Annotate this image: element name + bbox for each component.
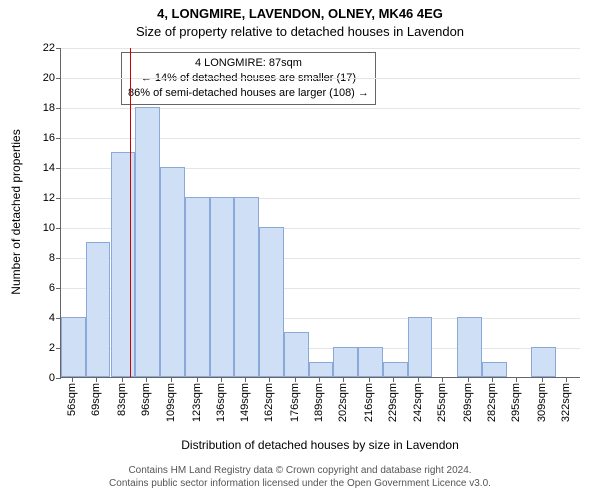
xtick-label: 202sqm — [337, 383, 349, 422]
chart-container: 4, LONGMIRE, LAVENDON, OLNEY, MK46 4EG S… — [0, 0, 600, 500]
xtick-label: 69sqm — [90, 383, 102, 416]
x-axis-label: Distribution of detached houses by size … — [60, 438, 580, 452]
footer-line-1: Contains HM Land Registry data © Crown c… — [0, 464, 600, 477]
xtick-mark — [122, 377, 123, 382]
histogram-bar — [482, 362, 507, 377]
histogram-bar — [185, 197, 210, 377]
xtick-mark — [566, 377, 567, 382]
histogram-bar — [284, 332, 309, 377]
xtick-mark — [245, 377, 246, 382]
ytick-label: 12 — [43, 192, 55, 204]
xtick-mark — [442, 377, 443, 382]
attribution-footer: Contains HM Land Registry data © Crown c… — [0, 464, 600, 490]
histogram-bar — [210, 197, 235, 377]
xtick-label: 56sqm — [66, 383, 78, 416]
histogram-bar — [259, 227, 284, 377]
ytick-mark — [56, 48, 61, 49]
histogram-bar — [531, 347, 556, 377]
info-line-1: 4 LONGMIRE: 87sqm — [128, 56, 369, 71]
xtick-label: 189sqm — [313, 383, 325, 422]
gridline-h — [61, 48, 580, 49]
ytick-mark — [56, 258, 61, 259]
xtick-label: 216sqm — [363, 383, 375, 422]
ytick-label: 22 — [43, 42, 55, 54]
xtick-label: 123sqm — [191, 383, 203, 422]
xtick-mark — [343, 377, 344, 382]
ytick-mark — [56, 78, 61, 79]
xtick-mark — [468, 377, 469, 382]
xtick-mark — [319, 377, 320, 382]
xtick-mark — [96, 377, 97, 382]
histogram-bar — [457, 317, 482, 377]
xtick-label: 176sqm — [289, 383, 301, 422]
xtick-mark — [197, 377, 198, 382]
ytick-label: 18 — [43, 102, 55, 114]
xtick-mark — [542, 377, 543, 382]
xtick-label: 96sqm — [140, 383, 152, 416]
xtick-label: 309sqm — [536, 383, 548, 422]
ytick-label: 14 — [43, 162, 55, 174]
chart-title: 4, LONGMIRE, LAVENDON, OLNEY, MK46 4EG — [0, 6, 600, 21]
xtick-mark — [393, 377, 394, 382]
xtick-label: 162sqm — [263, 383, 275, 422]
histogram-bar — [61, 317, 86, 377]
chart-subtitle: Size of property relative to detached ho… — [0, 24, 600, 39]
gridline-h — [61, 78, 580, 79]
xtick-mark — [492, 377, 493, 382]
histogram-bar — [408, 317, 433, 377]
ytick-label: 10 — [43, 222, 55, 234]
histogram-bar — [111, 152, 136, 377]
ytick-label: 20 — [43, 72, 55, 84]
xtick-mark — [516, 377, 517, 382]
histogram-bar — [358, 347, 383, 377]
xtick-label: 229sqm — [387, 383, 399, 422]
xtick-mark — [295, 377, 296, 382]
ytick-mark — [56, 138, 61, 139]
y-axis-label: Number of detached properties — [9, 47, 23, 377]
xtick-label: 269sqm — [462, 383, 474, 422]
histogram-bar — [160, 167, 185, 377]
xtick-mark — [72, 377, 73, 382]
footer-line-2: Contains public sector information licen… — [0, 477, 600, 490]
xtick-label: 109sqm — [165, 383, 177, 422]
histogram-bar — [135, 107, 160, 377]
xtick-label: 282sqm — [486, 383, 498, 422]
xtick-label: 255sqm — [436, 383, 448, 422]
histogram-bar — [333, 347, 358, 377]
plot-area: 4 LONGMIRE: 87sqm ← 14% of detached hous… — [60, 48, 580, 378]
histogram-bar — [234, 197, 259, 377]
ytick-label: 2 — [49, 342, 55, 354]
info-line-3: 86% of semi-detached houses are larger (… — [128, 86, 369, 101]
histogram-bar — [86, 242, 111, 377]
xtick-mark — [369, 377, 370, 382]
xtick-mark — [418, 377, 419, 382]
histogram-bar — [309, 362, 334, 377]
xtick-mark — [269, 377, 270, 382]
ytick-mark — [56, 198, 61, 199]
subject-marker-line — [130, 48, 131, 377]
xtick-mark — [146, 377, 147, 382]
xtick-mark — [171, 377, 172, 382]
ytick-mark — [56, 378, 61, 379]
ytick-label: 8 — [49, 252, 55, 264]
ytick-mark — [56, 228, 61, 229]
xtick-mark — [221, 377, 222, 382]
xtick-label: 83sqm — [116, 383, 128, 416]
xtick-label: 149sqm — [239, 383, 251, 422]
xtick-label: 242sqm — [412, 383, 424, 422]
ytick-label: 6 — [49, 282, 55, 294]
xtick-label: 136sqm — [215, 383, 227, 422]
ytick-label: 4 — [49, 312, 55, 324]
ytick-mark — [56, 288, 61, 289]
xtick-label: 295sqm — [510, 383, 522, 422]
ytick-mark — [56, 168, 61, 169]
ytick-mark — [56, 108, 61, 109]
ytick-label: 0 — [49, 372, 55, 384]
xtick-label: 322sqm — [560, 383, 572, 422]
histogram-bar — [383, 362, 408, 377]
ytick-label: 16 — [43, 132, 55, 144]
